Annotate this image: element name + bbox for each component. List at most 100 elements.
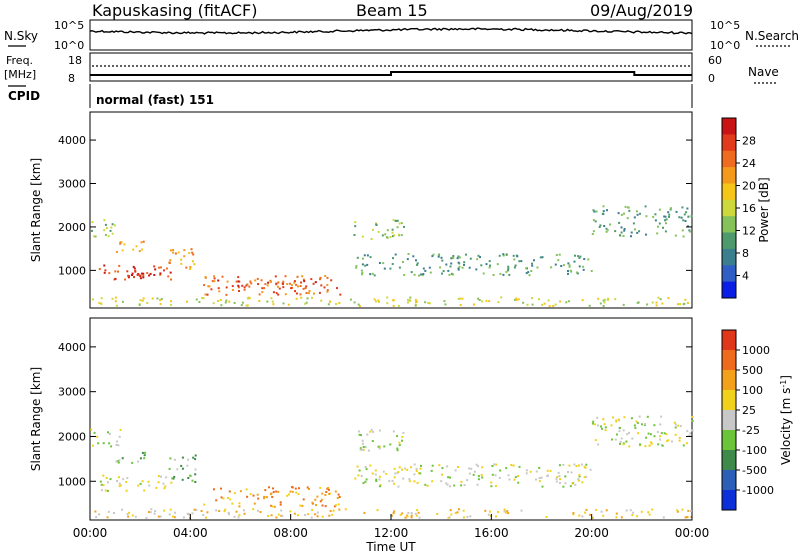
vel-cells-cell bbox=[632, 511, 635, 514]
power-cells-cell bbox=[603, 225, 606, 227]
vel-cells-cell bbox=[657, 443, 660, 446]
power-cells-cell bbox=[305, 301, 308, 304]
power-cells-cell bbox=[300, 296, 303, 299]
vel-cells-cell bbox=[288, 493, 290, 496]
vel-cells-cell bbox=[448, 516, 451, 519]
power-cells-cell bbox=[177, 251, 180, 254]
vel-cells-cell bbox=[359, 447, 362, 450]
power-cells-cell bbox=[206, 293, 209, 296]
vel-cells-cell bbox=[512, 464, 515, 467]
vel-cells-cell bbox=[243, 509, 245, 512]
vel-cells-cell bbox=[564, 482, 567, 485]
vel-cells-cell bbox=[372, 430, 375, 433]
vel-cells-cell bbox=[659, 438, 662, 441]
power-cells-cell bbox=[452, 255, 455, 257]
vel-cells-cell bbox=[601, 427, 603, 430]
power-cells-cell bbox=[485, 263, 488, 266]
vel-cells-cell bbox=[194, 473, 197, 476]
vel-cells-cell bbox=[615, 420, 618, 423]
vel-cells-cell bbox=[259, 511, 262, 513]
power-cells-cell bbox=[293, 280, 296, 283]
vel-cells-cell bbox=[362, 482, 365, 485]
power-cells-cell bbox=[92, 298, 94, 301]
vel-cells-cell bbox=[628, 445, 631, 448]
power-cells-cell bbox=[153, 265, 156, 268]
vel-cells-cell bbox=[497, 511, 500, 513]
power-cells-cell bbox=[396, 219, 399, 222]
vel-cells-cell bbox=[157, 515, 160, 518]
vel-cells-cell bbox=[481, 476, 484, 479]
power-cells-cell bbox=[320, 284, 323, 287]
vel-cells-cell bbox=[270, 504, 273, 507]
vel-cells-cell bbox=[648, 444, 651, 447]
y-tick-label: 2000 bbox=[58, 430, 86, 443]
vel-cells-cell bbox=[118, 485, 121, 488]
power-cells-cell bbox=[146, 302, 149, 304]
power-cells-cell bbox=[373, 274, 376, 277]
power-cells-cell bbox=[159, 266, 162, 269]
power-cells-cell bbox=[498, 254, 501, 257]
vel-cells-cell bbox=[354, 477, 357, 480]
vel-cells-cell bbox=[333, 505, 336, 508]
power-cells-cell bbox=[428, 302, 431, 305]
power-cells-cell bbox=[193, 263, 196, 266]
nave-tick-bottom: 0 bbox=[708, 72, 715, 85]
vel-cells-cell bbox=[115, 443, 118, 446]
power-cells-cell bbox=[225, 293, 228, 296]
power-cells-cell bbox=[311, 296, 313, 299]
power-cells-cell bbox=[386, 229, 389, 232]
power-cells-cell bbox=[663, 215, 666, 218]
vel-cells-cell bbox=[268, 486, 270, 489]
power-cells-cell bbox=[383, 267, 386, 270]
power-cells-cell bbox=[172, 251, 175, 254]
power-cells-cell bbox=[335, 303, 338, 305]
power-cells-cell bbox=[457, 268, 460, 271]
power-cells-cell bbox=[447, 269, 450, 272]
power-cells-cell bbox=[392, 304, 395, 307]
colorbar-tick-label: 500 bbox=[742, 364, 763, 377]
vel-cells-cell bbox=[379, 484, 382, 487]
vel-cells-cell bbox=[252, 494, 255, 497]
power-cells-cell bbox=[530, 270, 533, 272]
vel-cells-cell bbox=[324, 505, 327, 508]
power-cells-cell bbox=[284, 275, 287, 278]
power-cells-cell bbox=[326, 290, 329, 293]
vel-cells-cell bbox=[338, 496, 341, 498]
vel-cells-cell bbox=[490, 485, 493, 488]
vel-cells-cell bbox=[559, 478, 562, 481]
vel-cells-cell bbox=[581, 463, 584, 466]
power-cells-cell bbox=[415, 259, 417, 262]
vel-cells-cell bbox=[559, 481, 561, 484]
vel-cells-cell bbox=[419, 467, 422, 470]
vel-cells-cell bbox=[192, 456, 195, 459]
vel-cells-cell bbox=[570, 471, 573, 474]
vel-cells-cell bbox=[327, 488, 330, 491]
vel-cells-cell bbox=[583, 476, 586, 479]
power-cells-cell bbox=[169, 259, 172, 262]
power-cells-cell bbox=[261, 287, 264, 290]
power-cells-cell bbox=[160, 298, 163, 301]
vel-cells-cell bbox=[468, 467, 471, 470]
power-cells-cell bbox=[213, 280, 216, 283]
power-cells-cell bbox=[366, 254, 369, 257]
vel-cells-cell bbox=[357, 474, 360, 477]
vel-cells-cell bbox=[126, 513, 129, 516]
power-cells-cell bbox=[689, 230, 692, 233]
vel-cells-cell bbox=[108, 433, 111, 435]
power-cells-cell bbox=[302, 287, 305, 290]
power-cells-cell bbox=[221, 275, 224, 278]
power-cells-cell bbox=[512, 254, 515, 257]
vel-cells-cell bbox=[376, 509, 379, 512]
vel-cells-cell bbox=[365, 478, 368, 481]
power-cells-cell bbox=[458, 262, 461, 265]
power-cells-cell bbox=[293, 281, 296, 284]
power-cells-cell bbox=[686, 302, 689, 304]
power-cells-cell bbox=[595, 210, 598, 213]
vel-cells-cell bbox=[445, 482, 448, 485]
power-cells-cell bbox=[358, 305, 361, 308]
power-cells-cell bbox=[526, 303, 529, 306]
power-cells-cell bbox=[170, 278, 172, 281]
vel-cells-cell bbox=[508, 478, 511, 481]
power-cells-cell bbox=[267, 281, 270, 284]
vel-cells-cell bbox=[476, 483, 479, 486]
